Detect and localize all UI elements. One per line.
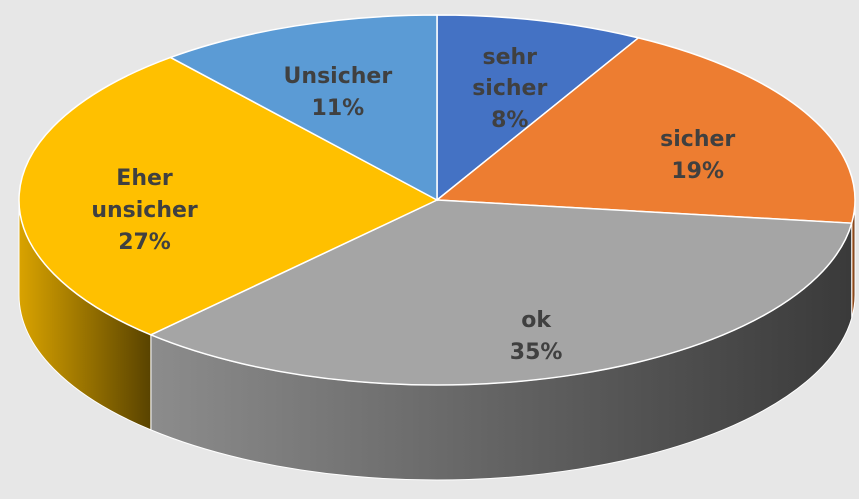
category-label: ok — [521, 307, 551, 333]
value-label: 27% — [118, 229, 171, 255]
value-label: 8% — [491, 108, 529, 134]
pie-slice — [168, 14, 438, 202]
slice-label: Eher unsicher 27% — [77, 163, 212, 259]
category-label: Eher unsicher — [91, 166, 198, 223]
slice-label: sehr sicher 8% — [442, 42, 577, 138]
slice-label: sicher 19% — [660, 124, 735, 188]
category-label: Unsicher — [283, 64, 393, 90]
pie-slice — [149, 199, 853, 386]
pie-slice — [435, 37, 856, 224]
value-label: 35% — [509, 339, 563, 365]
pie-slice — [18, 56, 439, 336]
slice-label: Unsicher 11% — [284, 61, 393, 125]
slice-label: ok 35% — [510, 305, 563, 369]
value-label: 11% — [311, 96, 365, 122]
pie-slice — [436, 14, 641, 202]
category-label: sehr sicher — [472, 44, 548, 102]
value-label: 19% — [671, 159, 725, 185]
category-label: sicher — [660, 127, 736, 153]
